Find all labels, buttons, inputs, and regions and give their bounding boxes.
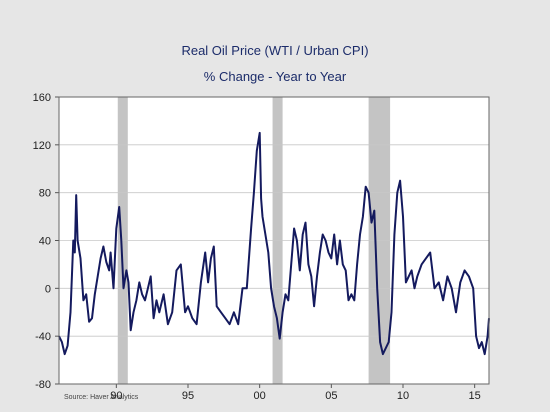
chart-title: Real Oil Price (WTI / Urban CPI) — [181, 43, 369, 58]
y-tick-label: 80 — [39, 188, 51, 200]
series-lines — [58, 131, 490, 356]
x-tick-label: 90 — [110, 390, 122, 402]
x-tick-label: 00 — [254, 390, 266, 402]
y-tick-label: 0 — [45, 283, 51, 295]
x-tick-label: 15 — [469, 390, 481, 402]
y-tick-label: -80 — [35, 379, 51, 391]
source-note: Source: Haver Analytics — [64, 394, 139, 401]
chart-subtitle: % Change - Year to Year — [203, 69, 347, 84]
series-line-1 — [58, 131, 490, 356]
y-tick-label: 40 — [39, 236, 51, 248]
x-tick-label: 10 — [397, 390, 409, 402]
x-tick-label: 95 — [182, 390, 194, 402]
y-tick-label: 160 — [33, 92, 51, 104]
x-axis: 90 95 00 05 10 15 — [110, 384, 481, 402]
plot-frame — [58, 96, 490, 385]
y-tick-label: 120 — [33, 140, 51, 152]
y-axis: 160 120 80 40 0 -40 -80 — [33, 92, 59, 391]
y-tick-label: -40 — [35, 331, 51, 343]
x-tick-label: 05 — [325, 390, 337, 402]
